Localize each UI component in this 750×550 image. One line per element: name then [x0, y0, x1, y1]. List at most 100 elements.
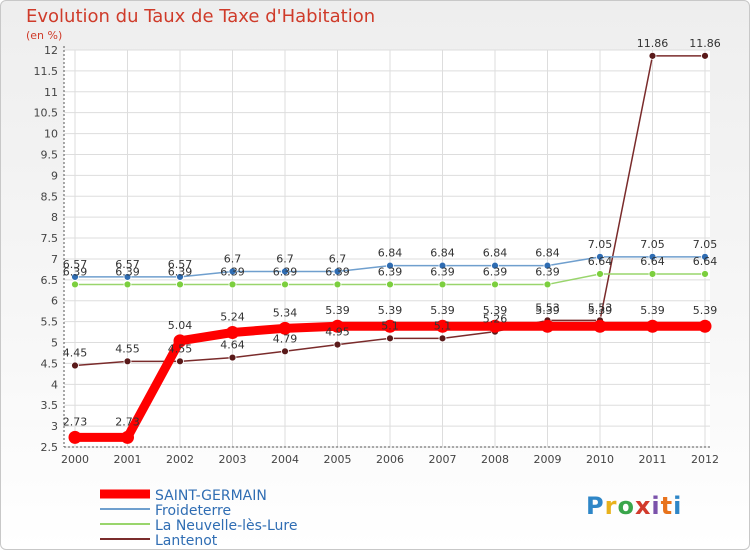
data-point [173, 334, 187, 348]
y-tick-label: 8.5 [41, 190, 59, 203]
data-point [596, 270, 604, 278]
legend-label: La Neuvelle-lès-Lure [155, 518, 297, 534]
data-label: 6.39 [273, 265, 298, 278]
data-label: 6.57 [115, 258, 140, 271]
data-label: 5.04 [168, 319, 193, 332]
data-label: 5.1 [381, 319, 399, 332]
y-tick-label: 10.5 [34, 107, 59, 120]
y-tick-label: 7 [51, 253, 58, 266]
data-label: 7.05 [588, 238, 613, 251]
data-label: 6.39 [535, 265, 560, 278]
y-tick-label: 6.5 [41, 274, 59, 287]
y-tick-label: 10 [44, 128, 58, 141]
data-point [383, 319, 397, 333]
y-tick-label: 2.5 [41, 441, 59, 454]
data-label: 6.39 [430, 265, 455, 278]
data-label: 6.39 [63, 265, 88, 278]
data-point [438, 261, 447, 270]
data-label: 5.39 [325, 304, 350, 317]
data-label: 7.05 [640, 238, 665, 251]
data-point [228, 280, 237, 289]
data-point [71, 273, 79, 281]
data-label: 6.84 [378, 247, 403, 260]
x-tick-label: 2002 [166, 453, 194, 466]
data-label: 4.95 [325, 326, 350, 339]
data-point [226, 325, 239, 339]
data-point [333, 280, 342, 289]
x-tick-label: 2004 [271, 453, 299, 466]
series-layer [68, 51, 712, 444]
data-label: 4.79 [273, 332, 298, 345]
data-label: 2.73 [115, 415, 140, 428]
data-label: 6.57 [63, 258, 88, 271]
data-label: 4.64 [220, 339, 245, 352]
data-label: 6.7 [329, 252, 347, 265]
data-point [68, 430, 82, 444]
y-tick-label: 8 [51, 211, 58, 224]
chart-title: Evolution du Taux de Taxe d'Habitation [26, 6, 376, 27]
data-point [333, 340, 342, 349]
data-point [701, 270, 709, 278]
data-label: 6.84 [535, 247, 560, 260]
data-point [596, 252, 604, 261]
data-point [491, 261, 499, 270]
data-label: 5.39 [535, 304, 560, 317]
y-tick-label: 3.5 [41, 399, 59, 412]
y-tick-label: 4 [51, 378, 58, 391]
data-point [331, 319, 344, 333]
y-tick-label: 5.5 [41, 316, 59, 329]
x-tick-label: 2011 [639, 453, 667, 466]
data-point [71, 361, 79, 370]
data-point [438, 280, 447, 289]
data-point [701, 51, 709, 60]
data-point [176, 273, 184, 281]
data-point [648, 270, 657, 278]
proxiti-logo: Proxiti [586, 492, 683, 520]
legend-label: SAINT-GERMAIN [155, 488, 267, 504]
data-point [281, 267, 289, 276]
x-tick-label: 2007 [429, 453, 457, 466]
data-point [541, 319, 554, 333]
data-label: 4.55 [168, 342, 193, 355]
data-point [543, 261, 552, 270]
data-label: 5.39 [483, 304, 508, 317]
data-point [281, 347, 289, 356]
data-label: 6.39 [220, 265, 245, 278]
data-label: 6.7 [224, 252, 242, 265]
data-point [278, 321, 292, 335]
data-point [491, 280, 499, 289]
data-label: 6.84 [430, 247, 455, 260]
data-point [648, 252, 657, 261]
y-tick-label: 5 [51, 337, 58, 350]
data-label: 4.45 [63, 347, 88, 360]
data-label: 6.39 [115, 265, 140, 278]
data-label: 6.64 [693, 255, 718, 268]
x-tick-label: 2003 [219, 453, 247, 466]
data-point [71, 280, 79, 289]
data-label: 7.05 [693, 238, 718, 251]
plot-area [64, 50, 710, 447]
unit-label: (en %) [26, 29, 63, 42]
data-point [123, 273, 132, 281]
data-label: 6.64 [588, 255, 613, 268]
grid [64, 49, 710, 448]
y-tick-label: 12 [44, 44, 58, 57]
data-point [438, 334, 447, 343]
data-label: 5.34 [273, 306, 298, 319]
x-tick-label: 2012 [691, 453, 719, 466]
data-point [701, 252, 709, 261]
x-tick-label: 2001 [114, 453, 142, 466]
data-point [488, 319, 502, 333]
y-tick-label: 11.5 [34, 65, 59, 78]
data-point [281, 280, 289, 289]
data-label: 5.39 [430, 304, 455, 317]
data-point [121, 430, 134, 444]
data-point [436, 319, 449, 333]
data-label: 5.53 [588, 301, 613, 314]
data-point [123, 357, 132, 366]
data-point [543, 280, 552, 289]
x-tick-label: 2000 [61, 453, 89, 466]
data-label: 5.24 [220, 310, 245, 323]
